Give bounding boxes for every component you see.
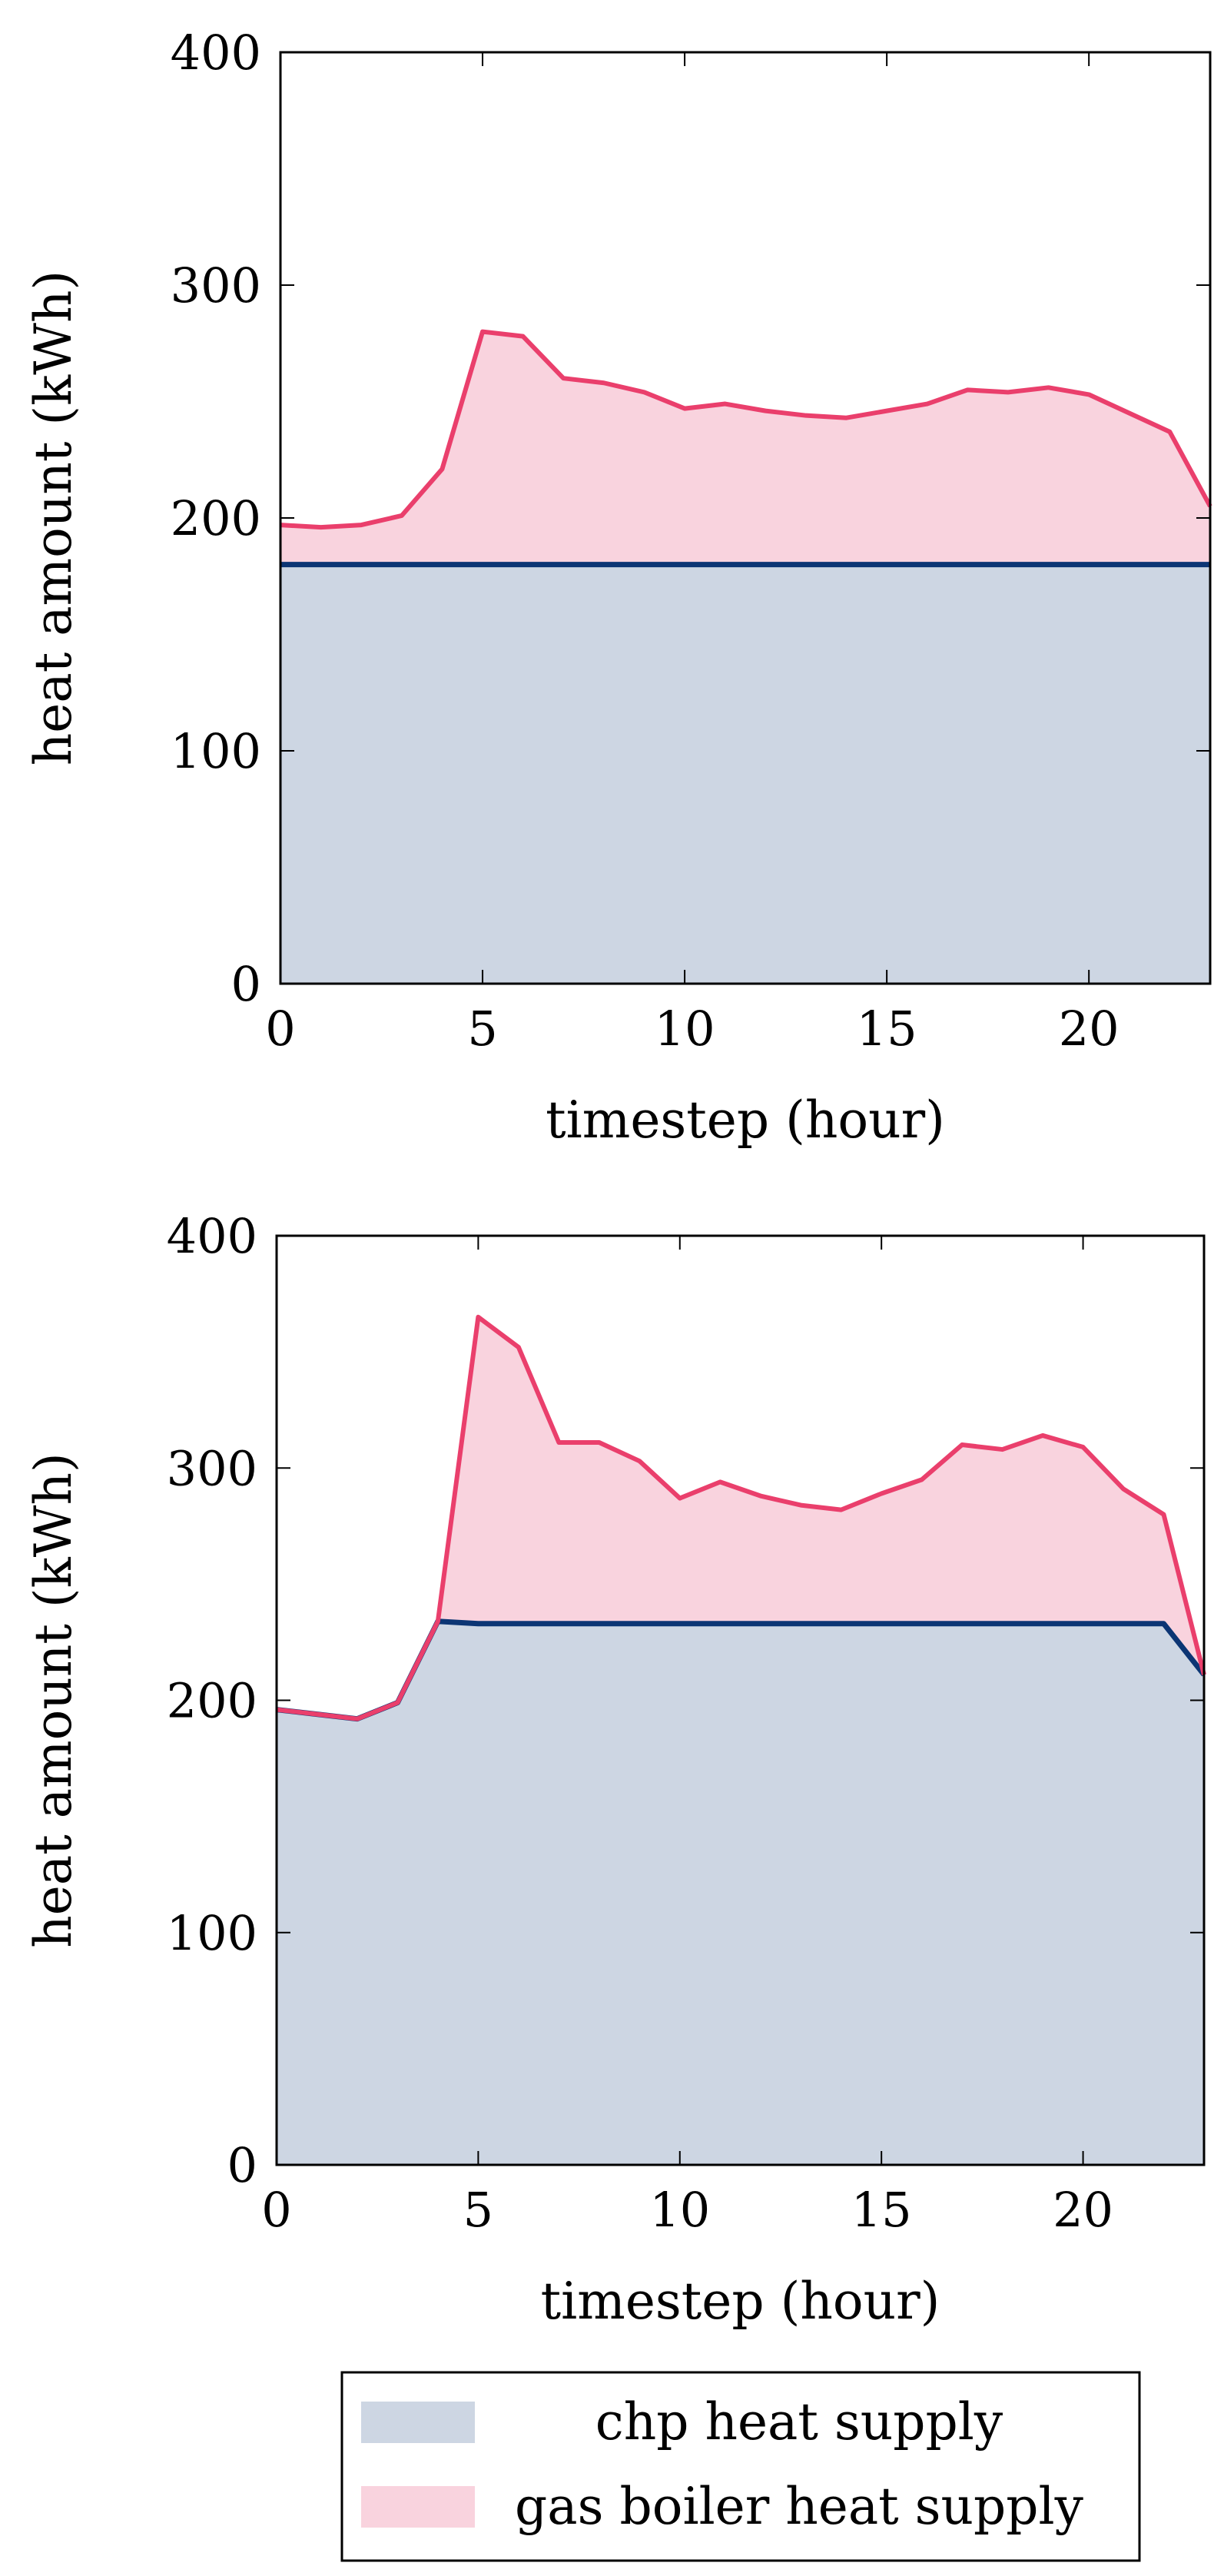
y-tick-label: 200 [167, 1673, 257, 1729]
legend-swatch [361, 2402, 475, 2443]
y-tick-label: 400 [171, 25, 261, 81]
x-tick-label: 0 [265, 1001, 295, 1057]
y-tick-label: 200 [171, 490, 261, 546]
y-tick-label: 400 [167, 1208, 257, 1264]
x-tick-label: 15 [851, 2182, 912, 2238]
x-axis-label: timestep (hour) [546, 1090, 945, 1150]
y-axis-label: heat amount (kWh) [24, 271, 83, 765]
y-tick-label: 100 [171, 723, 261, 779]
x-tick-label: 5 [463, 2182, 493, 2238]
legend-label: gas boiler heat supply [515, 2477, 1084, 2536]
x-tick-label: 15 [857, 1001, 917, 1057]
x-tick-label: 5 [467, 1001, 497, 1057]
x-tick-label: 20 [1053, 2182, 1113, 2238]
x-tick-label: 20 [1059, 1001, 1120, 1057]
y-axis-label: heat amount (kWh) [24, 1452, 83, 1947]
y-tick-label: 300 [167, 1440, 257, 1496]
gas-boiler-area [277, 1316, 1204, 1719]
legend-swatch [361, 2486, 475, 2528]
legend: chp heat supply gas boiler heat supply [340, 2371, 1141, 2562]
x-tick-label: 0 [261, 2182, 291, 2238]
y-tick-label: 100 [167, 1905, 257, 1961]
y-tick-label: 0 [231, 956, 261, 1012]
gas-boiler-line [280, 329, 1212, 530]
gas-boiler-line [276, 1314, 1206, 1721]
legend-label: chp heat supply [595, 2392, 1003, 2452]
x-tick-label: 10 [649, 2182, 710, 2238]
x-tick-label: 10 [655, 1001, 715, 1057]
chp-area [280, 564, 1210, 984]
gas-boiler-area [280, 331, 1210, 565]
y-tick-label: 300 [171, 257, 261, 314]
chp-area [277, 1621, 1204, 2165]
x-axis-label: timestep (hour) [541, 2272, 940, 2331]
y-tick-label: 0 [227, 2137, 257, 2193]
